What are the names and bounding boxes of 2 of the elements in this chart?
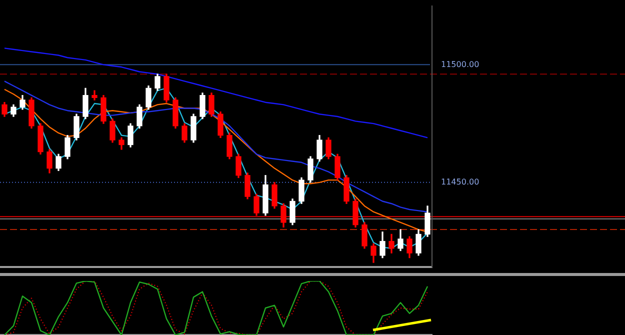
y-tick-label: 11500.00 [441, 60, 480, 69]
y-tick-label: 11450.00 [441, 178, 480, 186]
